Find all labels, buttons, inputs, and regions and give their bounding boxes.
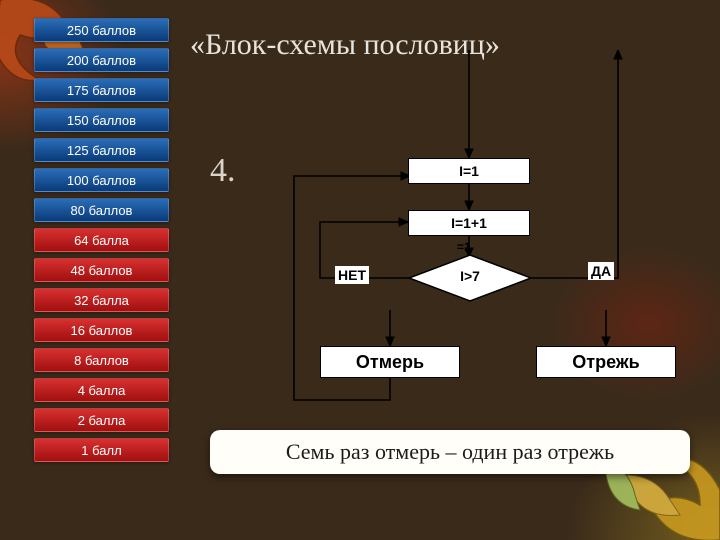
score-button-0[interactable]: 250 баллов (34, 18, 169, 42)
score-button-2[interactable]: 175 баллов (34, 78, 169, 102)
score-button-12[interactable]: 4 балла (34, 378, 169, 402)
score-button-6[interactable]: 80 баллов (34, 198, 169, 222)
flow-node-cut: Отрежь (536, 346, 676, 378)
flow-label-yes: ДА (588, 262, 614, 280)
score-button-4[interactable]: 125 баллов (34, 138, 169, 162)
flow-node-increment: I=1+1 (408, 210, 530, 236)
answer-banner: Семь раз отмерь – один раз отрежь (210, 430, 690, 474)
score-button-9[interactable]: 32 балла (34, 288, 169, 312)
score-button-1[interactable]: 200 баллов (34, 48, 169, 72)
score-button-14[interactable]: 1 балл (34, 438, 169, 462)
score-button-3[interactable]: 150 баллов (34, 108, 169, 132)
score-button-7[interactable]: 64 балла (34, 228, 169, 252)
score-button-5[interactable]: 100 баллов (34, 168, 169, 192)
flowchart: I=1 I=1+1 =1 I>7 НЕТ ДА Отмерь Отрежь (280, 50, 690, 410)
flow-label-eq: =1 (456, 240, 472, 254)
flow-node-init: I=1 (408, 158, 530, 184)
flow-node-measure: Отмерь (320, 346, 460, 378)
score-button-13[interactable]: 2 балла (34, 408, 169, 432)
score-button-10[interactable]: 16 баллов (34, 318, 169, 342)
score-button-8[interactable]: 48 баллов (34, 258, 169, 282)
question-number: 4. (210, 152, 236, 190)
score-button-11[interactable]: 8 баллов (34, 348, 169, 372)
score-sidebar: 250 баллов 200 баллов 175 баллов 150 баллов… (34, 18, 169, 462)
flow-label-no: НЕТ (335, 266, 369, 284)
